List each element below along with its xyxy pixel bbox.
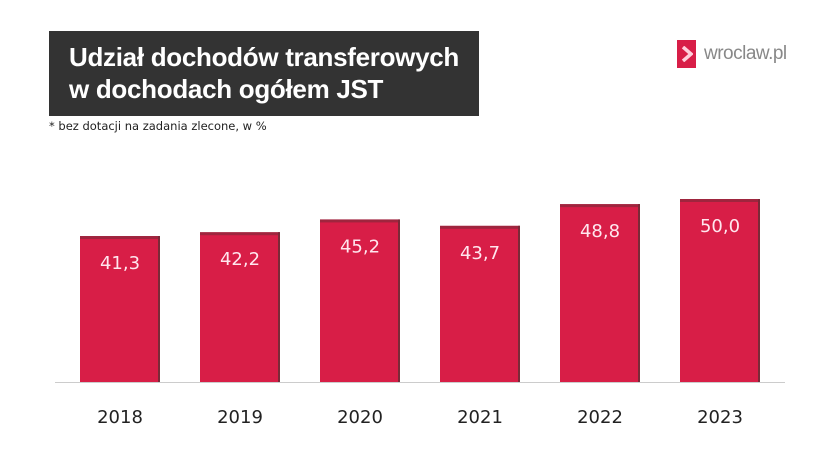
x-tick-label: 2019 — [217, 407, 263, 428]
x-tick-label: 2022 — [577, 407, 623, 428]
logo: wroclaw.pl — [677, 40, 787, 68]
data-label: 43,7 — [460, 243, 500, 264]
bar-top-edge — [200, 232, 280, 236]
data-label: 41,3 — [100, 253, 140, 274]
data-label: 48,8 — [580, 221, 620, 242]
bar-edge — [278, 232, 280, 382]
bar-2019 — [200, 232, 280, 382]
chart-title: Udział dochodów transferowych w dochodac… — [69, 41, 459, 105]
bar-top-edge — [440, 225, 520, 229]
title-box: Udział dochodów transferowych w dochodac… — [49, 31, 480, 116]
bar-edge — [758, 199, 760, 382]
bar-edge — [398, 219, 400, 382]
chevron-right-icon — [677, 40, 696, 68]
bar-2021 — [440, 225, 520, 382]
bar-top-edge — [80, 236, 160, 240]
x-tick-label: 2021 — [457, 407, 503, 428]
bar-2023 — [680, 199, 760, 382]
chart-subtitle: * bez dotacji na zadania zlecone, w % — [49, 119, 267, 133]
bar-2022 — [560, 204, 640, 382]
data-label: 50,0 — [700, 216, 740, 237]
bar-2020 — [320, 219, 400, 382]
bar-edge — [518, 225, 520, 382]
x-tick-label: 2023 — [697, 407, 743, 428]
x-tick-label: 2018 — [97, 407, 143, 428]
bar-top-edge — [560, 204, 640, 208]
bar-top-edge — [320, 219, 400, 223]
title-line-2: w dochodach ogółem JST — [69, 74, 384, 104]
data-label: 42,2 — [220, 249, 260, 270]
data-label: 45,2 — [340, 236, 380, 257]
title-line-1: Udział dochodów transferowych — [69, 42, 460, 72]
bar-edge — [158, 236, 160, 382]
bar-edge — [638, 204, 640, 382]
bar-top-edge — [680, 199, 760, 202]
x-tick-label: 2020 — [337, 407, 383, 428]
bar-2018 — [80, 236, 160, 382]
logo-text: wroclaw.pl — [704, 43, 787, 64]
